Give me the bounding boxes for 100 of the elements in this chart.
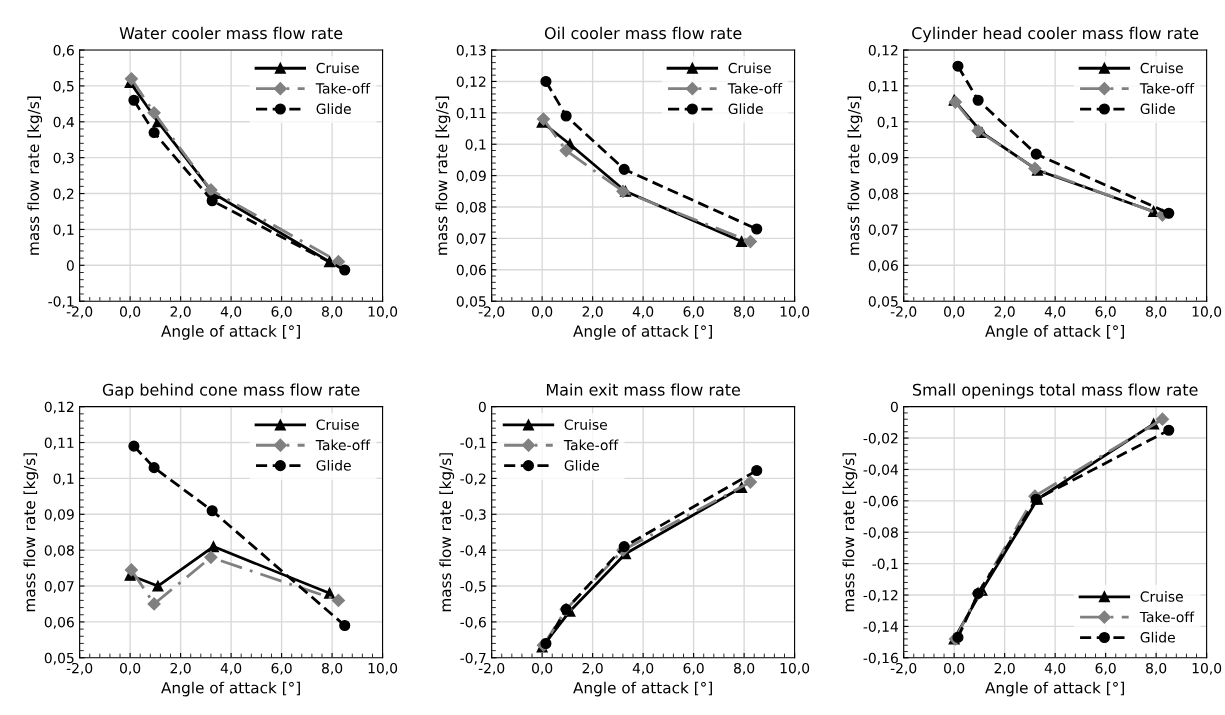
legend-label: Cruise [316,62,359,74]
legend-label: Take-off [1139,611,1195,623]
y-tick-label: -0,1 [48,296,74,309]
x-tick-label: -2,0 [890,306,917,319]
y-tick-label: -0,14 [863,621,899,634]
legend-label: Cruise [1140,591,1183,602]
legend-label: Glide [316,459,351,471]
x-tick-label: 2,0 [994,662,1015,675]
y-axis-title: mass flow rate [kg/s] [435,96,451,255]
x-tick-label: 10,0 [1192,306,1222,319]
y-tick-label: 0,05 [456,296,486,309]
y-tick-label: 0,1 [53,224,74,237]
x-tick-label: 6,0 [271,662,292,675]
x-tick-label: 4,0 [1044,306,1066,319]
y-tick-label: 0,12 [868,45,898,57]
x-tick-label: -2,0 [478,662,505,675]
y-tick-label: 0,09 [44,509,74,522]
x-tick-label: 4,0 [632,662,654,675]
x-tick-label: 2,0 [170,306,191,319]
x-tick-label: 8,0 [321,306,343,319]
y-tick-label: 0 [478,401,486,413]
x-tick-label: 2,0 [170,662,191,675]
y-tick-label: 0,6 [53,45,74,57]
y-tick-label: 0,5 [53,80,74,93]
y-tick-label: 0,08 [868,188,898,201]
x-axis-title: Angle of attack [°] [161,325,300,340]
chart-title: Water cooler mass flow rate [119,26,343,40]
legend-label: Take-off [727,82,783,94]
y-tick-label: 0,12 [456,76,486,89]
x-tick-label: 6,0 [1095,306,1116,319]
y-tick-label: 0,09 [868,152,898,165]
legend-label: Cruise [316,419,359,430]
y-tick-label: -0,02 [863,433,898,445]
x-axis-title: Angle of attack [°] [985,325,1124,340]
x-tick-label: 10,0 [368,306,398,319]
x-tick-label: 4,0 [220,662,242,675]
x-tick-label: 10,0 [1192,662,1222,675]
legend-label: Take-off [315,82,371,94]
y-tick-label: 0,11 [456,107,486,120]
y-tick-label: -0,3 [460,509,486,522]
x-tick-label: 0,0 [532,306,553,319]
x-tick-label: 0,0 [532,662,553,675]
y-tick-label: 0,06 [44,616,74,629]
x-tick-label: 6,0 [683,306,704,319]
y-axis-title: mass flow rate [kg/s] [842,453,858,612]
x-tick-label: 10,0 [368,662,398,675]
x-axis-title: Angle of attack [°] [573,325,712,340]
y-tick-label: -0,1 [872,558,898,571]
legend-label: Glide [316,103,351,115]
x-axis-title: Angle of attack [°] [985,681,1124,697]
x-tick-label: 4,0 [632,306,654,319]
y-tick-label: 0,11 [868,80,898,93]
y-tick-label: -0,08 [863,527,898,540]
x-tick-label: 0,0 [119,306,141,319]
y-tick-label: -0,6 [460,616,486,629]
legend-label: Glide [1140,103,1175,115]
y-tick-label: -0,4 [460,545,487,558]
y-axis-title: mass flow rate [kg/s] [27,96,43,255]
y-tick-label: 0,4 [53,116,74,129]
x-tick-label: 4,0 [220,306,242,319]
x-tick-label: 0,0 [944,306,965,319]
x-tick-label: 6,0 [683,662,704,675]
y-tick-label: 0,07 [456,233,486,246]
x-tick-label: 8,0 [734,306,755,319]
y-tick-label: 0,05 [44,652,74,665]
y-tick-label: -0,04 [863,464,899,477]
x-tick-label: 2,0 [582,662,603,675]
x-tick-label: 4,0 [1044,662,1066,675]
x-tick-label: 6,0 [271,306,292,319]
x-axis-title: Angle of attack [°] [161,681,300,697]
y-tick-label: -0,1 [460,437,486,450]
x-tick-label: 10,0 [780,662,810,675]
y-tick-label: -0,12 [863,589,898,602]
y-tick-label: -0,06 [863,495,898,508]
legend-label: Take-off [563,439,619,451]
y-axis-title: mass flow rate [kg/s] [847,96,863,255]
y-tick-label: 0,08 [456,201,486,214]
chart-title: Cylinder head cooler mass flow rate [912,26,1199,43]
chart-title: Small openings total mass flow rate [912,383,1198,399]
legend-label: Take-off [1139,82,1195,94]
x-tick-label: -2,0 [890,662,917,675]
legend-label: Cruise [1140,62,1183,74]
y-tick-label: -0,2 [460,473,486,486]
y-tick-label: 0,05 [868,296,898,309]
y-axis-title: mass flow rate [kg/s] [439,453,455,612]
y-tick-label: 0,08 [44,545,74,558]
x-tick-label: -2,0 [66,662,93,675]
chart-title: Gap behind cone mass flow rate [102,383,360,399]
y-tick-label: 0 [66,260,74,271]
y-tick-label: 0,1 [53,473,74,486]
y-axis-title: mass flow rate [kg/s] [23,453,39,612]
legend-label: Glide [728,103,763,115]
y-tick-label: 0,2 [53,188,74,201]
y-tick-label: 0,06 [868,260,898,273]
x-tick-label: 8,0 [1146,662,1167,675]
legend-label: Take-off [315,439,371,451]
legend-label: Glide [1140,631,1175,643]
x-tick-label: 10,0 [780,306,810,319]
x-tick-label: -2,0 [66,306,93,319]
x-tick-label: 8,0 [734,662,755,675]
